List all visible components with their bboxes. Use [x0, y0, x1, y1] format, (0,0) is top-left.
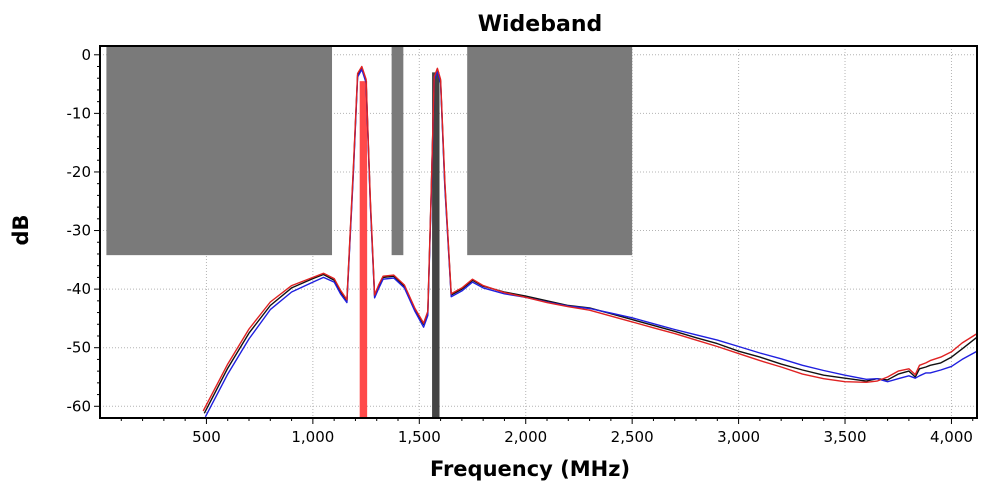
x-tick-label: 3,000 [717, 428, 760, 446]
plot-frame [99, 45, 978, 419]
marker-bar [359, 81, 368, 419]
y-tick-label: -10 [67, 104, 92, 122]
x-tick-label: 4,000 [930, 428, 973, 446]
x-tick-label: 2,000 [504, 428, 547, 446]
x-tick-label: 1,000 [291, 428, 334, 446]
mask-region [467, 46, 633, 256]
chart-title: Wideband [478, 12, 602, 37]
x-axis-label: Frequency (MHz) [430, 457, 630, 481]
y-tick-label: -20 [67, 163, 92, 181]
y-tick-label: -60 [67, 397, 92, 415]
y-tick-label: -30 [67, 222, 92, 240]
x-tick-label: 500 [192, 428, 221, 446]
ticks [94, 54, 974, 424]
mask-regions [106, 46, 633, 256]
series-lines [202, 65, 978, 418]
mask-region [106, 46, 333, 256]
y-tick-label: -50 [67, 339, 92, 357]
marker-bar [432, 72, 440, 418]
series-line-3 [202, 65, 978, 412]
y-tick-label: -40 [67, 280, 92, 298]
y-axis-label: dB [9, 214, 33, 245]
y-tick-label: 0 [81, 46, 91, 64]
x-tick-label: 2,500 [611, 428, 654, 446]
mask-region [391, 46, 404, 256]
marker-bars [359, 72, 440, 419]
x-tick-label: 3,500 [824, 428, 867, 446]
tick-labels: 500 1,000 1,500 2,000 2,500 3,000 3,500 4,000 0 -… [67, 46, 973, 446]
x-tick-label: 1,500 [398, 428, 441, 446]
